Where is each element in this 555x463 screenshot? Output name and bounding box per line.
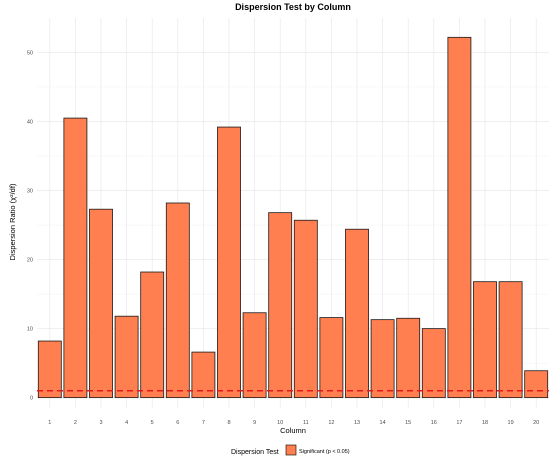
bar-column-12 — [319, 317, 344, 399]
x-tick-label: 6 — [176, 420, 179, 426]
bar-column-20 — [524, 370, 549, 399]
x-tick-label: 17 — [456, 420, 462, 426]
legend-label: Significant (p < 0.05) — [299, 449, 350, 455]
x-tick-label: 2 — [74, 420, 77, 426]
x-tick-label: 8 — [227, 420, 230, 426]
y-tick-label: 50 — [27, 51, 33, 57]
y-tick-label: 0 — [30, 396, 33, 402]
bar-column-1 — [37, 340, 62, 399]
bar-column-13 — [345, 228, 369, 399]
x-axis-ticks: 1 2 3 4 5 6 7 8 9 10 11 12 13 14 15 16 17 18 19 20 — [48, 420, 539, 426]
x-tick-label: 7 — [202, 420, 205, 426]
x-tick-label: 4 — [125, 420, 128, 426]
bar-column-10 — [268, 212, 293, 399]
bar-column-7 — [191, 351, 216, 399]
y-axis-ticks: 0 10 20 30 40 50 — [27, 51, 33, 402]
x-tick-label: 15 — [405, 420, 411, 426]
bar-column-11 — [293, 219, 318, 399]
x-tick-label: 5 — [151, 420, 154, 426]
y-tick-label: 40 — [27, 120, 33, 126]
bar-column-17 — [447, 36, 472, 399]
bar-column-2 — [63, 117, 88, 399]
bar-column-16 — [421, 328, 446, 399]
bar-column-14 — [370, 319, 395, 399]
bar-column-19 — [498, 281, 523, 399]
x-tick-label: 16 — [431, 420, 437, 426]
x-tick-label: 20 — [533, 420, 539, 426]
grid-lines — [37, 18, 549, 408]
x-tick-label: 13 — [354, 420, 360, 426]
x-axis-title: Column — [280, 426, 306, 435]
x-tick-label: 3 — [99, 420, 102, 426]
x-tick-label: 18 — [482, 420, 488, 426]
bar-column-6 — [165, 202, 190, 399]
chart-title: Dispersion Test by Column — [235, 2, 351, 12]
bars — [37, 36, 549, 399]
bar-column-8 — [217, 126, 241, 399]
x-tick-label: 14 — [380, 420, 386, 426]
y-tick-label: 30 — [27, 189, 33, 195]
legend-title: Dispersion Test — [231, 449, 279, 456]
bar-column-15 — [396, 317, 421, 399]
bar-column-18 — [473, 281, 497, 399]
legend-key-swatch — [285, 444, 297, 456]
legend: Dispersion Test Significant (p < 0.05) — [231, 444, 350, 456]
x-tick-label: 10 — [277, 420, 283, 426]
bar-column-3 — [89, 208, 113, 399]
x-tick-label: 1 — [48, 420, 51, 426]
x-tick-label: 12 — [328, 420, 334, 426]
bar-column-9 — [242, 312, 267, 399]
bar-column-4 — [114, 315, 139, 399]
y-tick-label: 10 — [27, 327, 33, 333]
bar-column-5 — [140, 271, 165, 399]
x-tick-label: 19 — [508, 420, 514, 426]
y-axis-title: Dispersion Ratio (χ²/df) — [8, 183, 17, 260]
x-tick-label: 9 — [253, 420, 256, 426]
y-tick-label: 20 — [27, 258, 33, 264]
x-tick-label: 11 — [303, 420, 309, 426]
